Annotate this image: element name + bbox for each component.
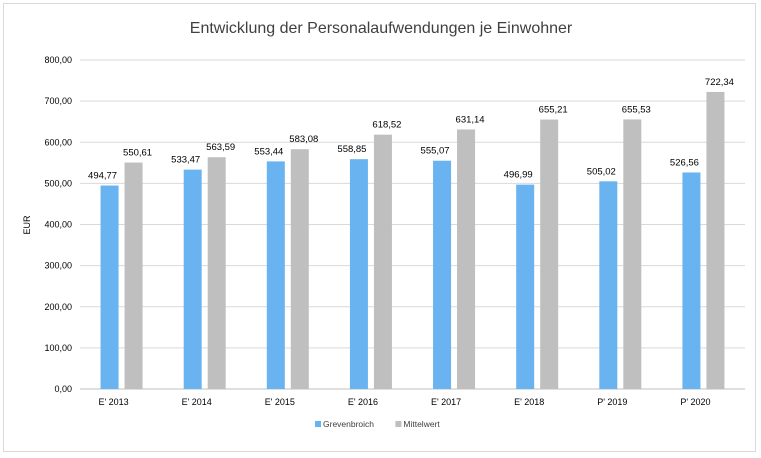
bars [100, 91, 725, 390]
x-tick-label: E' 2014 [182, 397, 212, 407]
bar-grevenbroich [682, 172, 701, 389]
chart-title: Entwicklung der Personalaufwendungen je … [190, 20, 573, 37]
data-label: 505,02 [587, 166, 616, 177]
y-tick-label: 0,00 [54, 384, 72, 394]
y-tick-label: 800,00 [44, 55, 72, 65]
data-label: 631,14 [456, 114, 485, 125]
x-tick-labels: E' 2013 E' 2014 E' 2015 E' 2016 E' 2017 E' 20… [98, 397, 710, 407]
bar-mittelwert [373, 134, 392, 389]
data-label: 722,34 [705, 77, 734, 88]
y-tick-label: 500,00 [44, 178, 72, 188]
x-tick-label: E' 2013 [98, 397, 128, 407]
bar-mittelwert [457, 129, 476, 390]
legend: Grevenbroich Mittelwert [315, 419, 440, 429]
data-label: 496,99 [504, 170, 533, 181]
legend-swatch [395, 421, 402, 427]
bar-grevenbroich [266, 161, 285, 389]
data-label: 494,77 [88, 171, 117, 182]
bar-grevenbroich [599, 181, 618, 389]
legend-label: Grevenbroich [323, 419, 374, 429]
data-label: 553,44 [254, 146, 283, 157]
bar-grevenbroich [349, 159, 368, 389]
data-label: 555,07 [421, 146, 450, 157]
x-tick-label: E' 2015 [265, 397, 295, 407]
y-tick-labels: 0,00 100,00 200,00 300,00 400,00 500,00 600,00… [44, 55, 72, 394]
data-labels: 494,77 550,61 533,47 563,59 553,44 583,08 558,… [88, 77, 734, 182]
bar-mittelwert [207, 157, 226, 389]
data-label: 526,56 [670, 157, 699, 168]
bar-mittelwert [290, 149, 309, 389]
bar-mittelwert [124, 162, 143, 389]
y-tick-label: 300,00 [44, 261, 72, 271]
x-tick-label: E' 2018 [514, 397, 544, 407]
data-label: 550,61 [123, 148, 152, 159]
y-tick-label: 600,00 [44, 137, 72, 147]
legend-label: Mittelwert [403, 419, 440, 429]
bar-grevenbroich [183, 169, 202, 389]
y-axis-label: EUR [22, 215, 32, 235]
y-tick-label: 100,00 [44, 343, 72, 353]
x-tick-label: P' 2019 [597, 397, 627, 407]
y-tick-label: 700,00 [44, 96, 72, 106]
bar-mittelwert [623, 119, 642, 390]
bar-mittelwert [706, 91, 725, 389]
data-label: 563,59 [206, 142, 235, 153]
data-label: 558,85 [337, 144, 366, 155]
x-tick-label: E' 2017 [431, 397, 461, 407]
data-label: 583,08 [289, 134, 318, 145]
bar-grevenbroich [100, 185, 119, 389]
legend-swatch [315, 421, 321, 427]
bar-mittelwert [540, 119, 559, 389]
data-label: 655,53 [622, 104, 651, 115]
x-tick-label: P' 2020 [680, 397, 710, 407]
y-tick-label: 400,00 [44, 220, 72, 230]
data-label: 618,52 [372, 120, 401, 131]
bar-grevenbroich [516, 184, 535, 389]
bar-grevenbroich [433, 160, 452, 389]
data-label: 655,21 [539, 105, 568, 116]
x-tick-label: E' 2016 [348, 397, 378, 407]
y-tick-label: 200,00 [44, 302, 72, 312]
data-label: 533,47 [171, 155, 200, 166]
